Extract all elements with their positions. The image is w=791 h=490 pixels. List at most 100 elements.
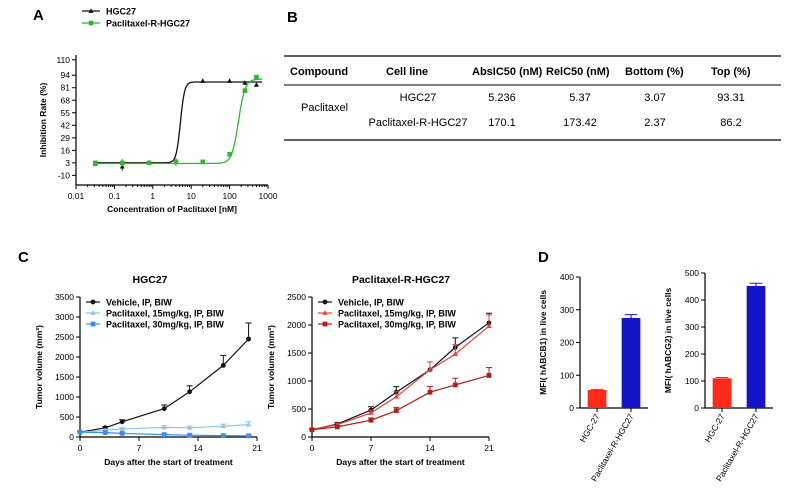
data-point-2 [368, 417, 374, 423]
y-tick-label: 0 [569, 403, 574, 413]
ic50-table: Compound Cell line AbsIC50 (nM) RelC50 (… [284, 55, 781, 141]
data-point-1 [242, 88, 248, 93]
data-point-1 [93, 160, 98, 166]
x-tick-label: 0.01 [68, 191, 85, 201]
data-point-1 [161, 424, 167, 430]
data-point-0 [220, 363, 226, 368]
y-axis-label: Tumor volume (mm³) [34, 325, 44, 409]
x-tick-label: 14 [425, 443, 435, 453]
data-point-1 [146, 160, 152, 166]
bar-0 [587, 389, 607, 408]
y-tick-label: 1500 [287, 348, 306, 358]
y-tick-label: 2500 [287, 292, 306, 302]
y-tick-label: 100 [685, 376, 699, 386]
x-tick-label: 21 [484, 443, 494, 453]
legend-label-0: HGC27 [106, 7, 136, 17]
x-axis-label: Days after the start of treatment [104, 457, 233, 467]
chart-title: HGC27 [132, 274, 167, 286]
chart-title: Paclitaxel-R-HGC27 [352, 274, 450, 286]
x-tick-label: 1000 [259, 191, 278, 201]
y-tick-label: 0 [301, 432, 306, 442]
y-tick-label: 1000 [55, 392, 74, 402]
chart-d-abcb1-bars: 0 100 200 300 400 MFI( hABCB1) in live cells H… [538, 272, 648, 483]
legend-marker-1 [88, 20, 94, 26]
data-point-0 [227, 78, 233, 83]
legend-label-0: Vehicle, IP, BIW [106, 298, 172, 308]
table-header-bottom: Bottom (%) [625, 66, 684, 78]
panel-label-b: B [287, 9, 298, 26]
y-tick-label: 500 [292, 404, 306, 414]
chart-c-hgc27-growth: 0 500 1000 1500 2000 2500 3000 3500 0 7 14 21 HGC27 D… [34, 274, 262, 467]
legend-marker-2 [322, 321, 328, 327]
y-axis-label: MFI( hABCG2) in live cells [663, 288, 673, 394]
data-point-2 [161, 432, 167, 437]
data-point-1 [486, 323, 492, 329]
series-line-0 [311, 322, 490, 431]
x-tick-label: HGC-27 [702, 412, 726, 444]
y-tick-label: 42 [61, 120, 71, 130]
data-point-0 [242, 80, 248, 85]
y-tick-label: 300 [685, 322, 699, 332]
data-point-2 [246, 433, 251, 439]
y-tick-label: 400 [685, 295, 699, 305]
table-cell-r0-relc50: 5.37 [569, 92, 590, 104]
legend-label-2: Paclitaxel, 30mg/kg, IP, BIW [338, 320, 456, 330]
fit-curve-1 [94, 78, 263, 165]
legend-marker-1 [322, 310, 328, 315]
table-cell-r0-line: HGC27 [400, 92, 437, 104]
x-axis-label: Days after the start of treatment [336, 457, 465, 467]
table-header-cell-line: Cell line [386, 66, 428, 78]
bar-1 [746, 285, 766, 408]
data-point-1 [254, 74, 259, 80]
y-tick-label: 3 [65, 158, 70, 168]
y-tick-label: 68 [61, 95, 71, 105]
x-tick-label: 0.1 [108, 191, 120, 201]
table-cell-r0-absic50: 5.236 [488, 92, 516, 104]
data-point-0 [253, 82, 259, 87]
data-point-2 [427, 389, 433, 395]
x-tick-label: 21 [252, 443, 262, 453]
panel-label-c: C [18, 249, 29, 266]
bar-0 [712, 378, 732, 408]
data-point-1 [245, 421, 252, 427]
x-tick-label: 1 [150, 191, 155, 201]
data-point-1 [393, 393, 399, 399]
panel-label-a: A [33, 7, 44, 24]
x-tick-label: 100 [223, 191, 237, 201]
y-tick-label: 500 [685, 268, 699, 278]
table-header-compound: Compound [290, 66, 348, 78]
x-tick-label: 0 [78, 443, 83, 453]
data-point-1 [119, 426, 125, 431]
data-point-1 [227, 151, 232, 157]
legend-label-1: Paclitaxel, 15mg/kg, IP, BIW [338, 309, 456, 319]
x-tick-label: HGC-27 [577, 412, 601, 444]
data-point-1 [200, 159, 206, 165]
x-tick-label: 0 [310, 443, 315, 453]
y-tick-label: 29 [61, 133, 71, 143]
y-tick-label: 300 [560, 305, 574, 315]
y-tick-label: 200 [560, 338, 574, 348]
data-point-2 [452, 382, 458, 388]
data-point-1 [220, 423, 226, 429]
legend-label-2: Paclitaxel, 30mg/kg, IP, BIW [106, 320, 224, 330]
y-tick-label: 2000 [287, 320, 306, 330]
data-point-2 [77, 429, 83, 435]
data-point-2 [486, 373, 492, 378]
y-tick-label: 400 [560, 272, 574, 282]
data-point-2 [119, 431, 125, 436]
data-point-2 [187, 432, 192, 438]
data-point-0 [119, 419, 125, 425]
table-cell-r1-absic50: 170.1 [488, 117, 516, 129]
series-line-0 [79, 338, 250, 433]
series-line-2 [311, 374, 490, 431]
data-point-0 [200, 78, 206, 83]
data-point-0 [161, 406, 167, 411]
y-tick-label: 500 [60, 412, 74, 422]
legend-marker-2 [90, 321, 96, 327]
y-tick-label: 1500 [55, 372, 74, 382]
y-tick-label: 81 [61, 83, 71, 93]
x-tick-label: 14 [193, 443, 203, 453]
y-tick-label: 100 [560, 370, 574, 380]
